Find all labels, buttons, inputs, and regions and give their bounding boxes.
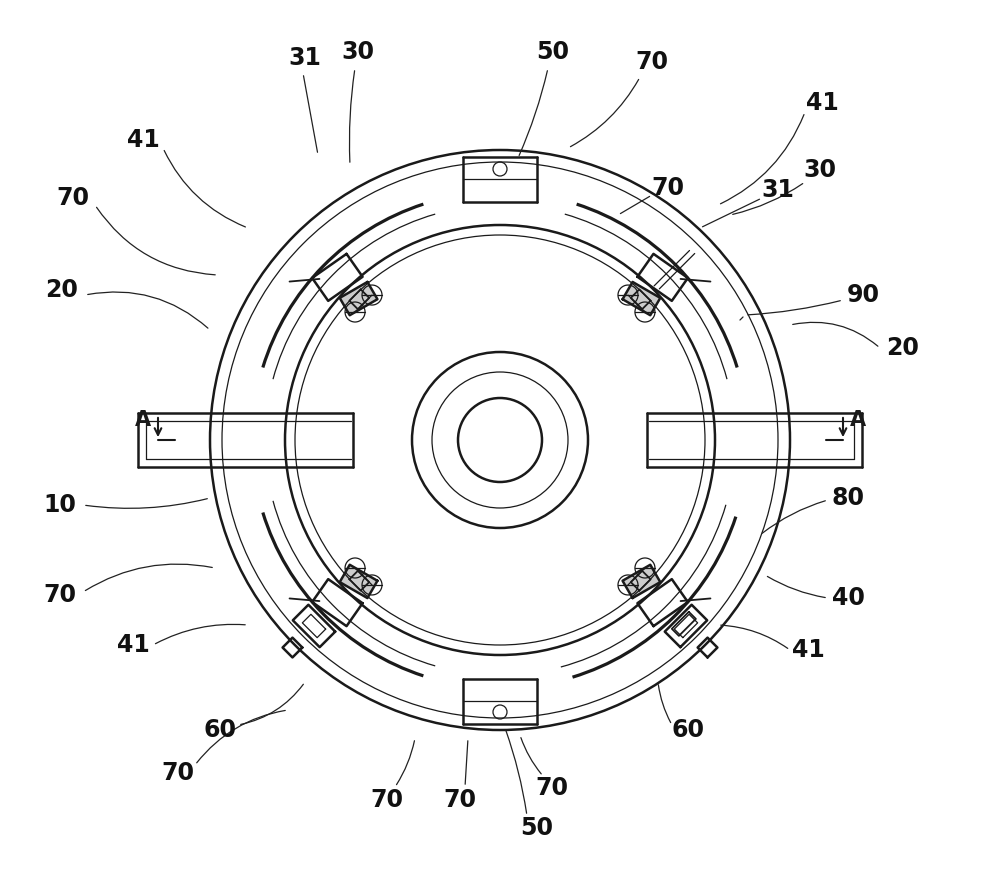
Text: 41: 41 [806, 91, 838, 115]
Text: 70: 70 [44, 583, 76, 607]
Polygon shape [340, 282, 377, 315]
Text: 50: 50 [520, 816, 554, 840]
Text: 41: 41 [117, 633, 149, 657]
Text: 70: 70 [370, 788, 404, 812]
Text: 30: 30 [804, 158, 836, 182]
Polygon shape [623, 565, 660, 598]
Polygon shape [340, 565, 377, 598]
Text: 10: 10 [44, 493, 76, 517]
Text: 70: 70 [536, 776, 568, 800]
Text: 60: 60 [204, 718, 237, 742]
Text: 31: 31 [289, 46, 321, 70]
Text: A: A [135, 410, 151, 430]
Text: 41: 41 [792, 638, 824, 662]
Text: 80: 80 [832, 486, 864, 510]
Text: 70: 70 [636, 50, 668, 74]
Text: 60: 60 [672, 718, 704, 742]
Text: 20: 20 [46, 278, 78, 302]
Text: 40: 40 [832, 586, 864, 610]
Text: 20: 20 [887, 336, 919, 360]
Text: 30: 30 [342, 40, 374, 64]
Text: 90: 90 [846, 283, 880, 307]
Text: 70: 70 [162, 761, 194, 785]
Text: 31: 31 [762, 178, 794, 202]
Text: 41: 41 [127, 128, 159, 152]
Text: 70: 70 [652, 176, 684, 200]
Polygon shape [623, 282, 660, 315]
Text: A: A [850, 410, 866, 430]
Text: 70: 70 [444, 788, 477, 812]
Text: 70: 70 [56, 186, 90, 210]
Text: 50: 50 [536, 40, 570, 64]
